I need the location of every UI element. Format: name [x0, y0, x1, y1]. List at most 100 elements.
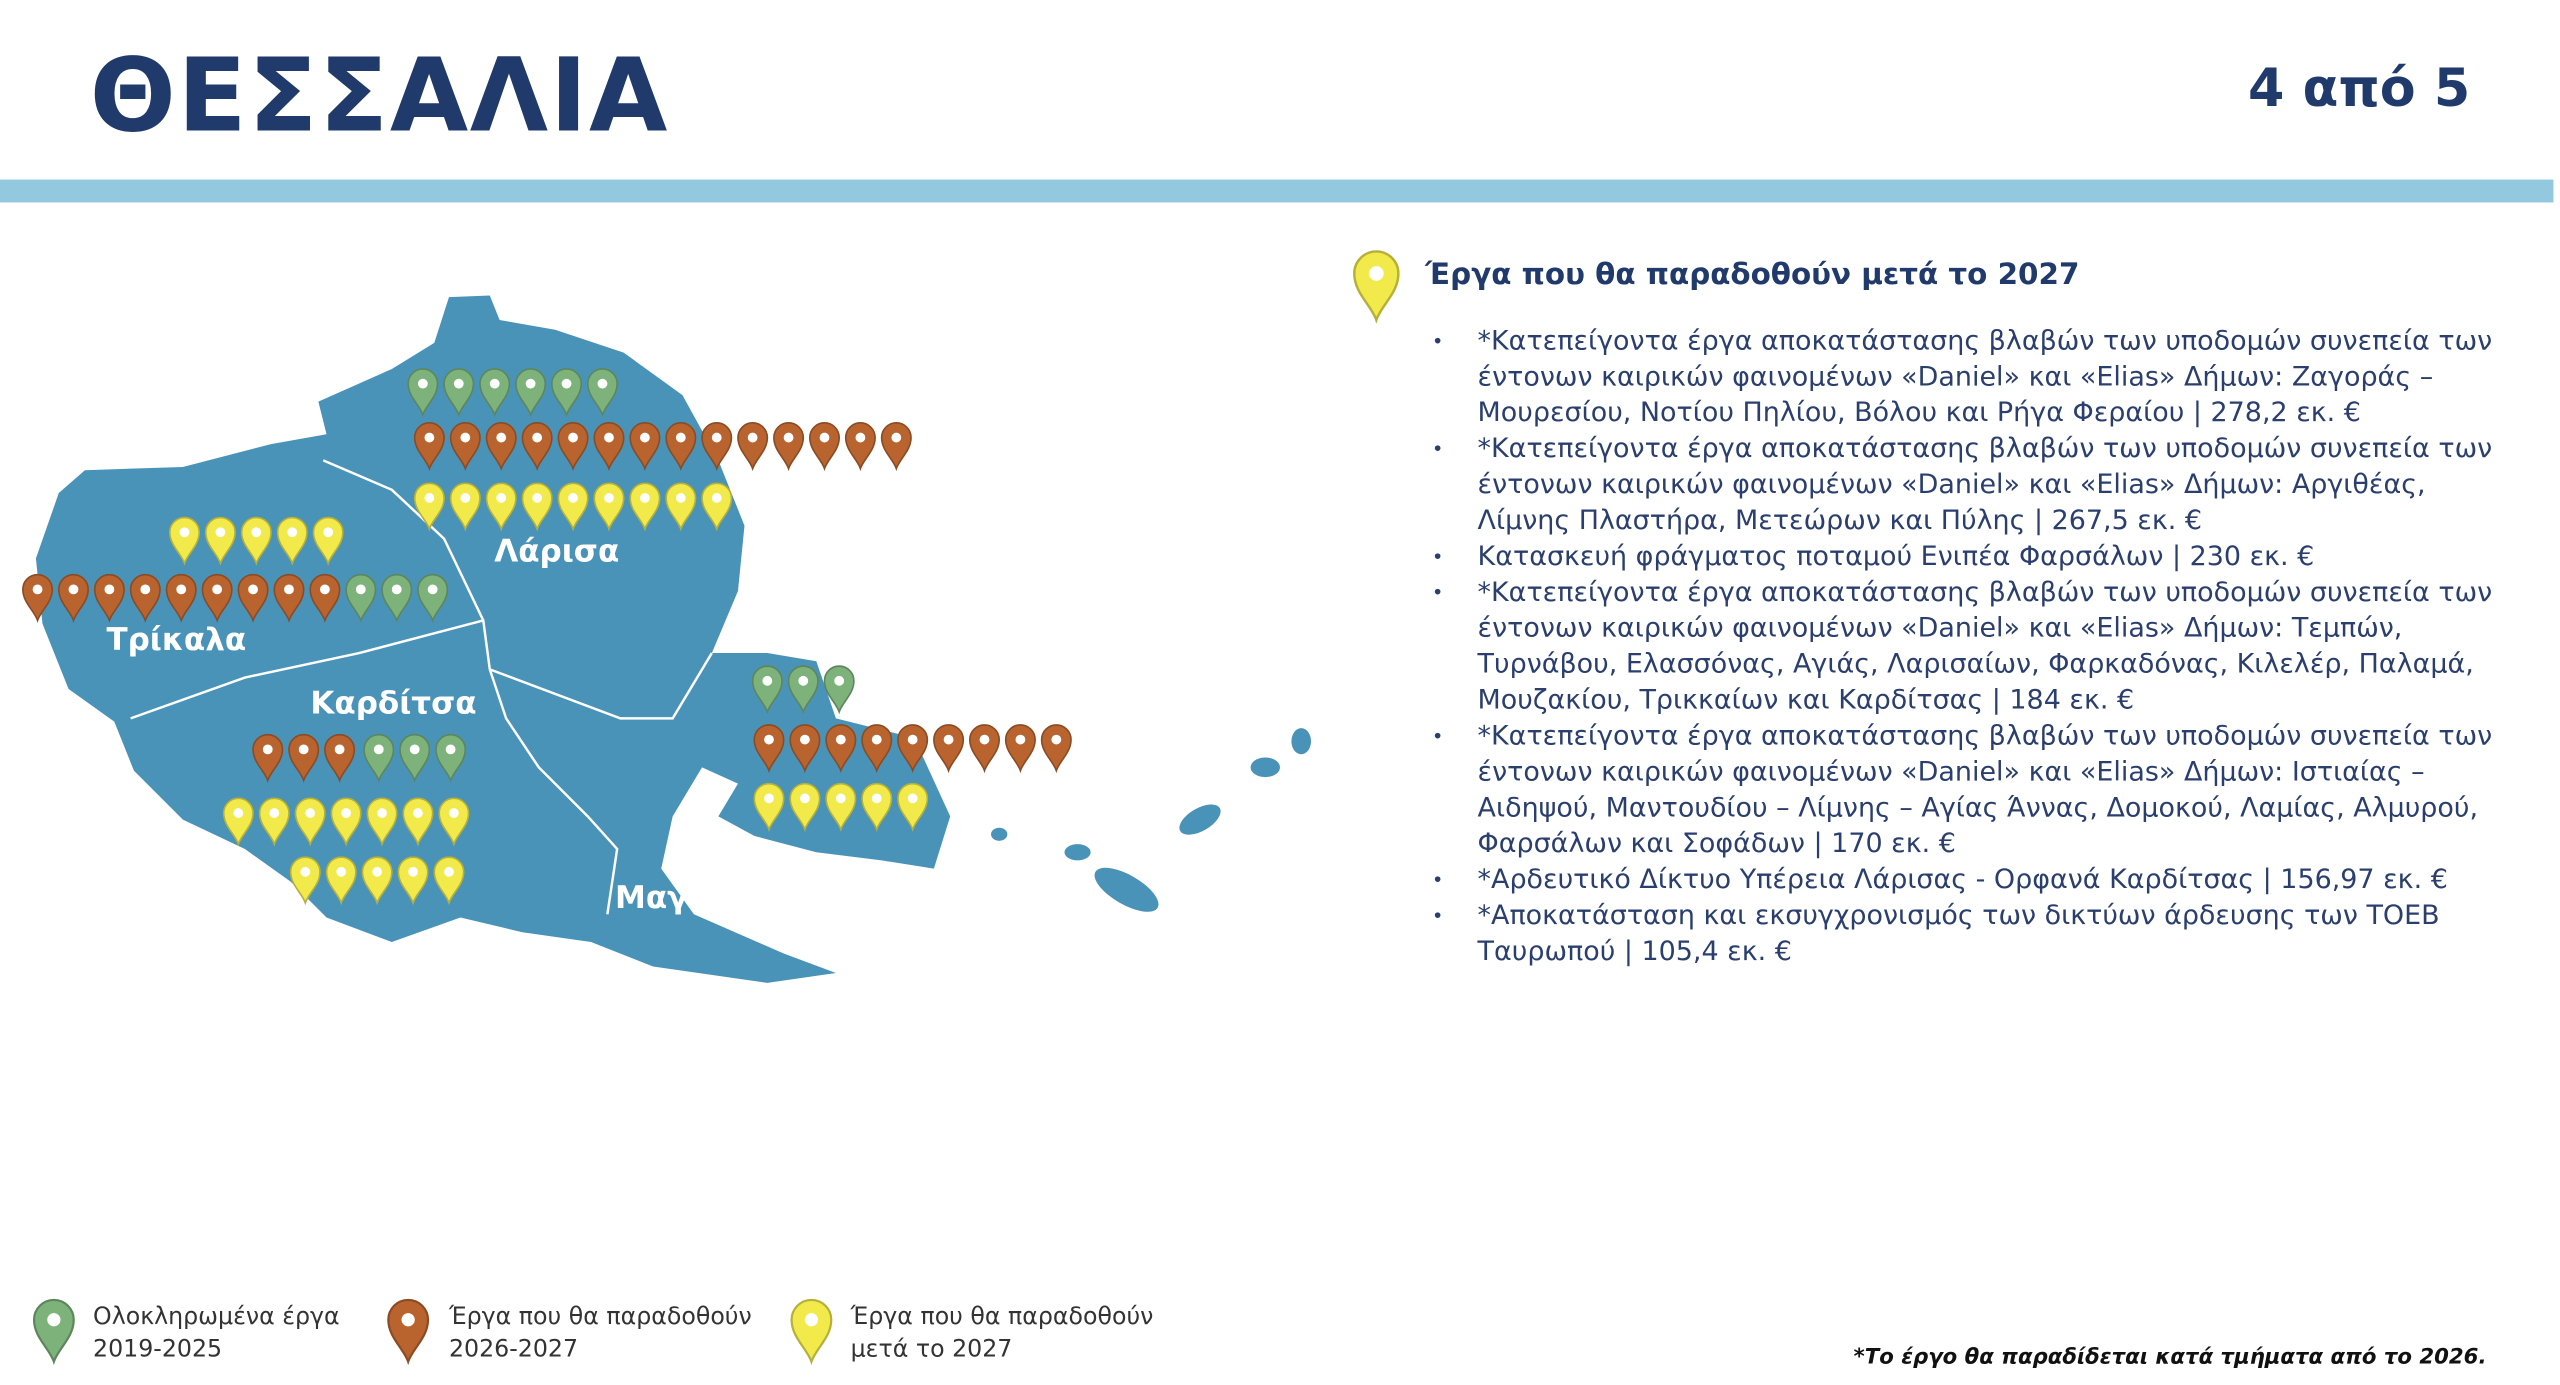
pin-body	[897, 782, 929, 832]
pin-dot	[413, 808, 423, 818]
project-item: Κατασκευή φράγματος ποταμού Ενιπέα Φαρσά…	[1432, 539, 2523, 575]
pin-dot	[711, 432, 722, 443]
pin	[1040, 724, 1072, 774]
pin	[387, 1298, 430, 1366]
pin	[433, 856, 465, 906]
title: ΘΕΣΣΑΛΙΑ	[89, 35, 670, 156]
pin-body	[629, 482, 661, 532]
pin-body	[289, 856, 321, 906]
pin-body	[751, 665, 783, 715]
pin-dot	[799, 793, 810, 804]
pin-body	[861, 724, 893, 774]
pin-dot	[979, 734, 990, 745]
pin	[753, 782, 785, 832]
legend-label: Έργα που θα παραδοθούν μετά το 2027	[850, 1304, 1154, 1364]
project-item: *Κατεπείγοντα έργα αποκατάστασης βλαβών …	[1432, 575, 2523, 719]
header-bar	[0, 179, 2554, 203]
pin-dot	[140, 584, 151, 595]
border	[130, 619, 484, 720]
borders	[130, 459, 713, 915]
pin	[485, 482, 517, 532]
pin-dot	[764, 734, 774, 745]
pin-body	[204, 516, 236, 566]
pin-body	[129, 573, 161, 623]
pin-body	[557, 422, 589, 472]
pin-dot	[804, 1313, 819, 1327]
pin-body	[413, 422, 445, 472]
pin	[397, 856, 429, 906]
pin	[289, 856, 321, 906]
pin	[485, 422, 517, 472]
pin-body	[435, 733, 467, 783]
pin	[968, 724, 1000, 774]
pin-dot	[675, 432, 686, 443]
pin-body	[381, 573, 413, 623]
pin-dot	[747, 432, 758, 443]
pin-body	[397, 856, 429, 906]
pin-dot	[104, 584, 115, 595]
pin-body	[345, 573, 377, 623]
pin	[366, 797, 398, 847]
pin-dot	[448, 808, 459, 818]
page-number: 4 από 5	[2248, 57, 2471, 120]
pin-body	[165, 573, 197, 623]
pin-dot	[424, 493, 435, 503]
pin-body	[330, 797, 362, 847]
pin-body	[701, 482, 733, 532]
pin-body	[933, 724, 965, 774]
pin-dot	[489, 378, 500, 389]
pin-dot	[179, 527, 190, 538]
pin	[237, 573, 269, 623]
pin-dot	[300, 866, 311, 877]
pin-body	[1004, 724, 1036, 774]
pin	[825, 724, 857, 774]
pin-dot	[871, 793, 882, 804]
pin	[413, 422, 445, 472]
pin	[629, 422, 661, 472]
pin-body	[312, 516, 344, 566]
pin-dot	[597, 378, 608, 389]
pin-dot	[391, 584, 402, 595]
pin	[407, 368, 439, 418]
pin-body	[433, 856, 465, 906]
island	[991, 827, 1008, 841]
pin-dot	[373, 744, 384, 755]
pin-dot	[1015, 734, 1026, 745]
pin	[593, 482, 625, 532]
pin	[325, 856, 357, 906]
pin-dot	[248, 584, 258, 595]
pin	[933, 724, 965, 774]
pin-dot	[1368, 266, 1384, 281]
pin-dot	[532, 432, 543, 443]
pin-body	[449, 422, 481, 472]
pin	[324, 733, 356, 783]
pin-body	[363, 733, 395, 783]
island	[1291, 728, 1312, 755]
pin-dot	[711, 493, 722, 503]
pin	[665, 422, 697, 472]
island	[1094, 867, 1159, 912]
pin-dot	[377, 808, 387, 818]
pin-body	[93, 573, 125, 623]
pin	[165, 573, 197, 623]
pin-body	[665, 482, 697, 532]
pin-body	[586, 368, 618, 418]
pin	[312, 516, 344, 566]
pin	[790, 1298, 833, 1366]
pin-body	[521, 422, 553, 472]
pin-dot	[32, 584, 43, 595]
pin-body	[57, 573, 89, 623]
footnote: *Το έργο θα παραδίδεται κατά τμήματα από…	[1853, 1345, 2487, 1370]
pin-dot	[334, 744, 345, 755]
pin-dot	[424, 432, 435, 443]
pin-body	[773, 422, 805, 472]
pin-body	[968, 724, 1000, 774]
panel-heading: Έργα που θα παραδοθούν μετά το 2027	[1425, 257, 2080, 293]
pin-dot	[305, 808, 316, 818]
pin-dot	[568, 432, 578, 443]
island	[1250, 757, 1280, 778]
pin-dot	[287, 527, 298, 538]
project-item: *Αποκατάσταση και εκσυγχρονισμός των δικ…	[1432, 898, 2523, 970]
